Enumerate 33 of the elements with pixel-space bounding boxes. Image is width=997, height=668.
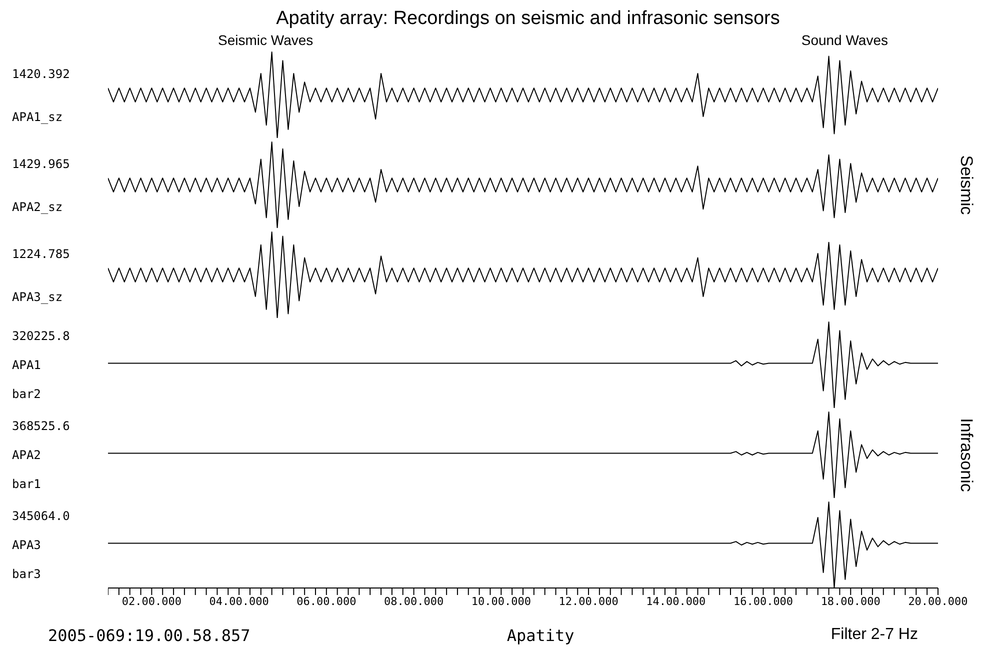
text: Filter 2-7 Hz	[830, 626, 918, 645]
x-tick-label: 04.00.000	[209, 594, 269, 608]
text: APA3_sz	[12, 290, 64, 304]
text: Apatity array: Recordings on seismic and infrasonic sensors	[275, 8, 781, 30]
x-tick-label: 20.00.000	[908, 594, 968, 608]
text: APA1	[12, 358, 42, 372]
x-tick-label: 06.00.000	[296, 594, 356, 608]
x-tick-label: 08.00.000	[384, 594, 444, 608]
text: APA1_sz	[12, 110, 64, 124]
text: APA2	[12, 448, 42, 462]
text: 1420.392	[12, 66, 71, 80]
text: APA3	[12, 538, 42, 552]
text: Apatity	[506, 626, 574, 645]
x-tick-label: 14.00.000	[646, 594, 706, 608]
x-tick-label: 18.00.000	[820, 594, 880, 608]
text: 368525.6	[12, 419, 71, 434]
text: Sound Waves	[801, 32, 888, 48]
text: 1429.965	[12, 156, 71, 170]
text: 320225.8	[12, 329, 71, 344]
x-tick-label: 12.00.000	[558, 594, 618, 608]
text: bar2	[12, 386, 42, 401]
y2-axis-title: Seismic	[956, 155, 976, 215]
text: 1224.785	[12, 246, 71, 260]
text: bar1	[12, 476, 42, 491]
x-tick-label: 02.00.000	[122, 594, 182, 608]
x-tick-label: 16.00.000	[733, 594, 794, 608]
x-tick-label: 10.00.000	[471, 594, 531, 608]
text: APA2_sz	[12, 200, 64, 214]
y2-axis-title: Infrasonic	[956, 418, 976, 492]
text: bar3	[12, 566, 42, 581]
text: 2005-069:19.00.58.857	[48, 626, 250, 645]
text: 345064.0	[12, 509, 71, 524]
text: Seismic Waves	[218, 32, 314, 48]
